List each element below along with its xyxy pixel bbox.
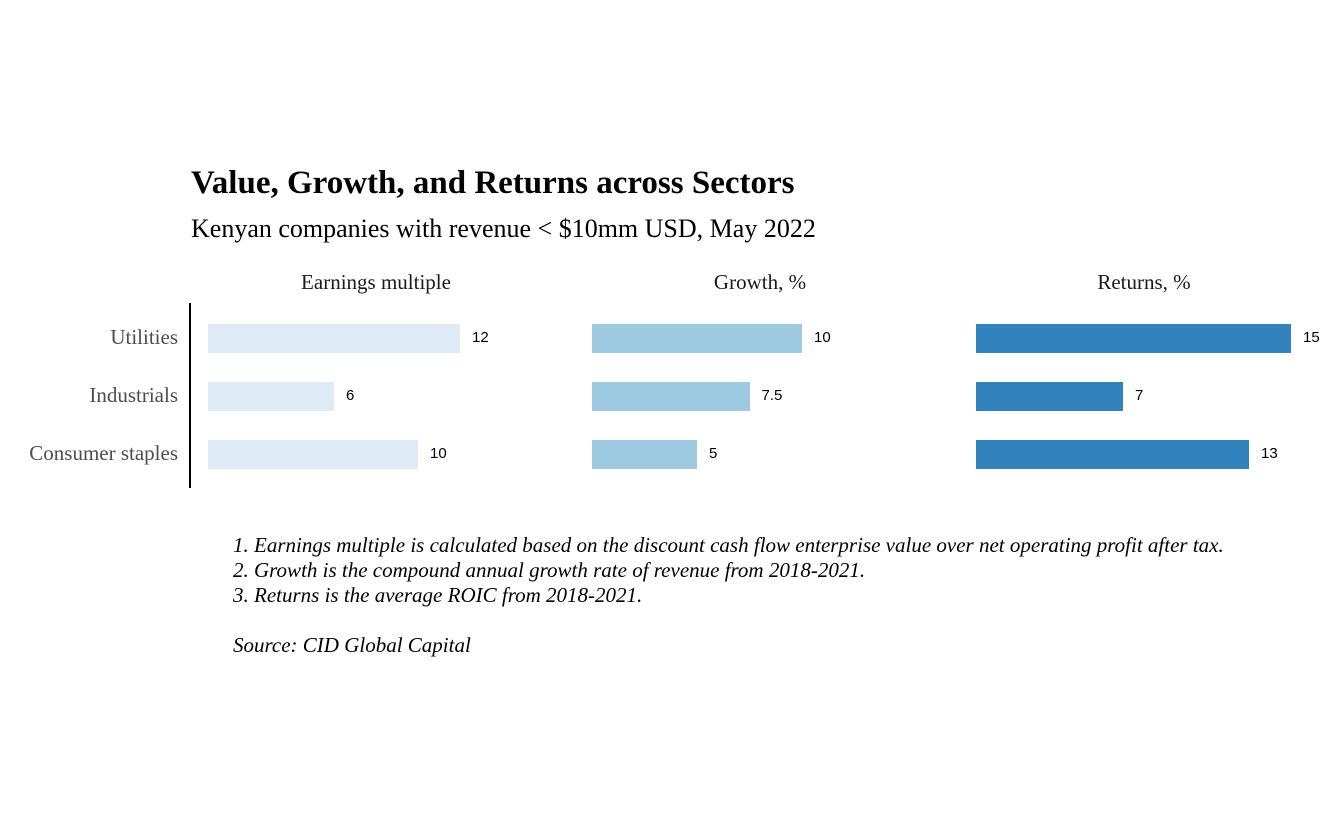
chart-subtitle: Kenyan companies with revenue < $10mm US… bbox=[191, 214, 816, 243]
bar-value-label-2-1: 10 bbox=[814, 329, 831, 346]
bar-1-2 bbox=[208, 381, 334, 411]
category-label-utilities: Utilities bbox=[110, 325, 178, 349]
bar-1-1 bbox=[208, 323, 460, 353]
bar-value-label-1-1: 12 bbox=[472, 329, 489, 346]
footnote-1: 1. Earnings multiple is calculated based… bbox=[233, 533, 1224, 557]
bar-value-label-2-2: 7.5 bbox=[761, 387, 783, 404]
bar-2-2 bbox=[592, 381, 750, 411]
footnote-3: 3. Returns is the average ROIC from 2018… bbox=[233, 583, 643, 607]
bar-1-3 bbox=[208, 439, 418, 469]
bar-value-label-3-2: 7 bbox=[1135, 387, 1144, 404]
panel-title-2: Growth, % bbox=[713, 270, 807, 294]
category-label-industrials: Industrials bbox=[89, 383, 178, 407]
bar-2-1 bbox=[592, 323, 802, 353]
category-axis-line bbox=[189, 303, 191, 488]
panel-title-3: Returns, % bbox=[1097, 270, 1191, 294]
chart-title: Value, Growth, and Returns across Sector… bbox=[191, 165, 795, 201]
source-note: Source: CID Global Capital bbox=[233, 633, 471, 657]
bar-value-label-2-3: 5 bbox=[709, 445, 718, 462]
bar-2-3 bbox=[592, 439, 697, 469]
bar-value-label-1-2: 6 bbox=[346, 387, 355, 404]
bar-3-2 bbox=[976, 381, 1123, 411]
footnote-2: 2. Growth is the compound annual growth … bbox=[233, 558, 866, 582]
bar-value-label-3-3: 13 bbox=[1261, 445, 1278, 462]
bar-3-1 bbox=[976, 323, 1291, 353]
category-label-consumer-staples: Consumer staples bbox=[29, 441, 178, 465]
bar-value-label-1-3: 10 bbox=[430, 445, 447, 462]
bar-3-3 bbox=[976, 439, 1249, 469]
bar-value-label-3-1: 15 bbox=[1303, 329, 1320, 346]
footnotes: 1. Earnings multiple is calculated based… bbox=[233, 533, 1224, 608]
panel-title-1: Earnings multiple bbox=[301, 270, 451, 294]
